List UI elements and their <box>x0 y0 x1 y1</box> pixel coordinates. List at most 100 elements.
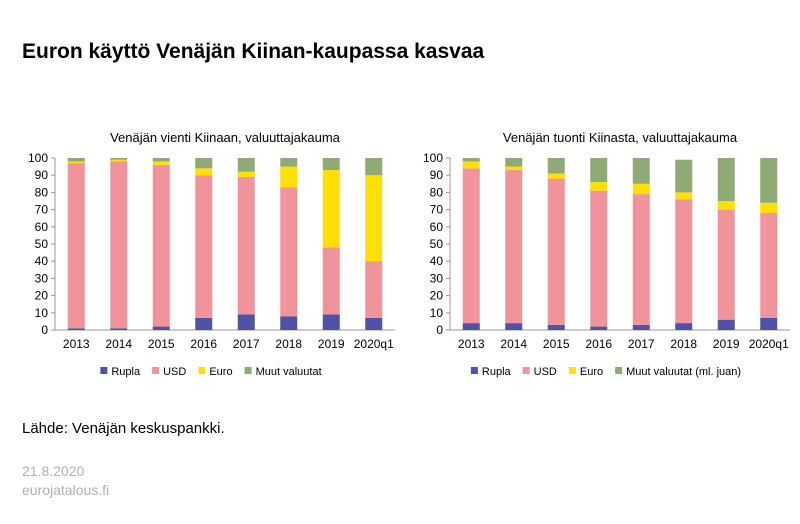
bar-segment-rupla-2014 <box>505 323 523 330</box>
x-tick-label: 2015 <box>148 337 175 351</box>
legend-label: USD <box>534 366 557 378</box>
y-tick-label: 90 <box>35 168 49 182</box>
bar-segment-euro-2017 <box>237 171 255 177</box>
y-tick-label: 30 <box>430 271 444 285</box>
y-tick-label: 20 <box>430 289 444 303</box>
x-tick-label: 2020q1 <box>354 337 394 351</box>
bar-segment-usd-2016 <box>590 190 608 327</box>
legend-label: Rupla <box>111 366 141 378</box>
bar-segment-rupla-2017 <box>237 314 255 330</box>
legend-label: Rupla <box>482 366 512 378</box>
y-tick-label: 70 <box>430 203 444 217</box>
bar-segment-rupla-2019 <box>322 314 340 330</box>
legend-swatch-rupla <box>100 367 108 374</box>
y-tick-label: 0 <box>436 323 443 337</box>
bar-segment-euro-2013 <box>462 161 480 169</box>
legend-swatch-muut-valuutat-ml-juan <box>615 367 623 374</box>
x-tick-label: 2014 <box>500 337 527 351</box>
bar-segment-usd-2015 <box>152 164 170 327</box>
y-tick-label: 10 <box>35 306 49 320</box>
bar-segment-usd-2019 <box>717 209 735 320</box>
legend-label: Euro <box>580 366 603 378</box>
bar-segment-euro-2020q1 <box>365 175 383 262</box>
legend-swatch-rupla <box>470 367 478 374</box>
bar-segment-muut-valuutat-2017 <box>237 158 255 172</box>
bar-segment-muut-valuutat-ml-juan-2015 <box>547 158 565 174</box>
bar-segment-muut-valuutat-2019 <box>322 158 340 171</box>
bar-segment-rupla-2014 <box>110 328 128 330</box>
x-tick-label: 2016 <box>190 337 217 351</box>
chart-title: Venäjän tuonti Kiinasta, valuuttajakauma <box>503 130 738 145</box>
chart-export: Venäjän vienti Kiinaan, valuuttajakauma 0… <box>10 122 400 382</box>
y-tick-label: 60 <box>430 220 444 234</box>
chart-import: Venäjän tuonti Kiinasta, valuuttajakauma… <box>405 122 795 382</box>
site-name: eurojatalous.fi <box>22 482 110 498</box>
bar-segment-muut-valuutat-ml-juan-2018 <box>675 159 693 193</box>
chart-export-svg: Venäjän vienti Kiinaan, valuuttajakauma 0… <box>28 130 395 378</box>
bar-segment-usd-2015 <box>547 178 565 325</box>
x-tick-label: 2017 <box>233 337 260 351</box>
y-tick-label: 10 <box>430 306 444 320</box>
bar-segment-muut-valuutat-2015 <box>152 158 170 162</box>
bar-segment-rupla-2013 <box>67 328 85 330</box>
chart-import-svg: Venäjän tuonti Kiinasta, valuuttajakauma… <box>423 130 790 378</box>
x-tick-label: 2019 <box>318 337 345 351</box>
y-tick-label: 100 <box>423 151 443 165</box>
legend-swatch-usd <box>522 367 530 374</box>
y-tick-label: 0 <box>41 323 48 337</box>
x-tick-label: 2018 <box>670 337 697 351</box>
x-tick-label: 2014 <box>105 337 132 351</box>
y-tick-label: 70 <box>35 203 49 217</box>
bar-segment-usd-2017 <box>237 176 255 315</box>
x-tick-label: 2016 <box>585 337 612 351</box>
y-tick-label: 80 <box>430 185 444 199</box>
chart-legend: Rupla USD Euro Muut valuutat (ml. juan) <box>470 366 741 378</box>
bar-segment-muut-valuutat-2016 <box>195 158 213 169</box>
bar-segment-euro-2014 <box>505 166 523 171</box>
bar-segment-rupla-2015 <box>152 326 170 330</box>
bar-segment-rupla-2013 <box>462 323 480 330</box>
bar-segment-usd-2013 <box>462 168 480 324</box>
bar-segment-rupla-2016 <box>590 326 608 330</box>
bar-segment-usd-2014 <box>505 170 523 324</box>
legend-swatch-usd <box>152 367 160 374</box>
bar-segment-euro-2020q1 <box>760 202 778 214</box>
bar-segment-rupla-2018 <box>675 323 693 330</box>
bar-segment-usd-2017 <box>632 194 650 325</box>
x-tick-label: 2013 <box>63 337 90 351</box>
x-tick-label: 2013 <box>458 337 485 351</box>
bar-segment-euro-2019 <box>717 201 735 210</box>
bar-segment-euro-2017 <box>632 183 650 195</box>
bar-segment-euro-2019 <box>322 170 340 248</box>
bar-segment-muut-valuutat-ml-juan-2016 <box>590 158 608 183</box>
x-tick-label: 2017 <box>628 337 655 351</box>
y-tick-label: 40 <box>430 254 444 268</box>
bar-segment-rupla-2020q1 <box>365 317 383 330</box>
bar-segment-rupla-2015 <box>547 324 565 330</box>
bar-segment-euro-2013 <box>67 161 85 164</box>
bar-segment-rupla-2017 <box>632 324 650 330</box>
bar-segment-muut-valuutat-2014 <box>110 158 128 160</box>
publish-date: 21.8.2020 <box>22 463 85 479</box>
x-tick-label: 2018 <box>275 337 302 351</box>
bar-segment-rupla-2020q1 <box>760 317 778 330</box>
bar-segment-rupla-2016 <box>195 317 213 330</box>
bar-segment-usd-2013 <box>67 163 85 329</box>
bar-segment-usd-2016 <box>195 175 213 318</box>
legend-label: USD <box>163 366 186 378</box>
x-tick-label: 2020q1 <box>749 337 789 351</box>
bar-segment-euro-2015 <box>152 161 170 165</box>
bar-segment-euro-2016 <box>195 168 213 176</box>
bar-segment-rupla-2018 <box>280 316 298 330</box>
chart-title: Venäjän vienti Kiinaan, valuuttajakauma <box>110 130 341 145</box>
bar-segment-muut-valuutat-ml-juan-2013 <box>462 158 480 162</box>
bar-segment-muut-valuutat-2018 <box>280 158 298 167</box>
bar-segment-rupla-2019 <box>717 319 735 330</box>
legend-swatch-euro <box>568 367 576 374</box>
legend-swatch-muut-valuutat <box>244 367 252 374</box>
bar-segment-muut-valuutat-ml-juan-2019 <box>717 158 735 201</box>
bar-segment-muut-valuutat-ml-juan-2017 <box>632 158 650 184</box>
y-tick-label: 80 <box>35 185 49 199</box>
x-tick-label: 2015 <box>543 337 570 351</box>
bar-segment-usd-2014 <box>110 161 128 329</box>
